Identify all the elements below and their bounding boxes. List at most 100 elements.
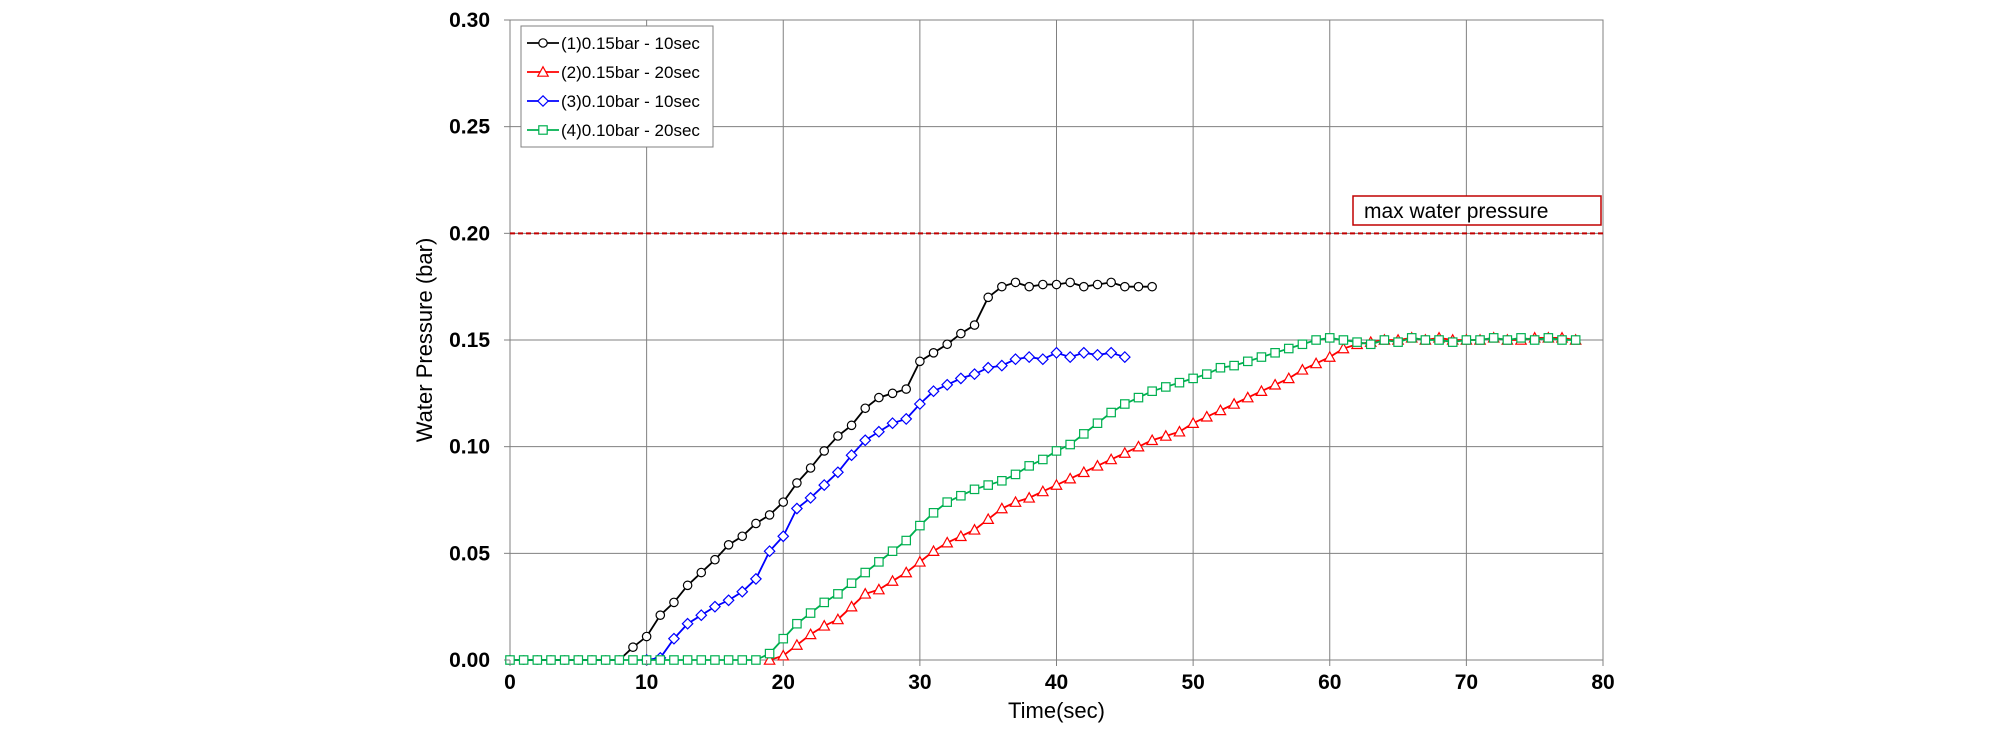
series-4-point [1051, 446, 1062, 456]
series-4-point [559, 655, 570, 665]
series-4-point [737, 655, 748, 665]
series-1-point [669, 597, 679, 608]
series-1-point [1106, 277, 1116, 288]
series-1-point [819, 446, 830, 456]
series-3-point [804, 491, 817, 504]
series-1-point [655, 610, 666, 620]
series-4-point [1283, 343, 1294, 354]
series-4-point [1270, 348, 1280, 358]
series-2-point [1309, 357, 1323, 369]
series-4-point [997, 476, 1007, 486]
legend-entry-3: (3)0.10bar - 10sec [527, 92, 700, 111]
series-4-point [1010, 469, 1021, 480]
series-3-point [995, 359, 1008, 372]
series-3-point [900, 412, 913, 425]
series-2-point [763, 653, 776, 665]
series-4-point [1201, 369, 1212, 379]
series-4-point [969, 484, 980, 495]
series-4-point [1297, 339, 1308, 350]
series-4-point [1529, 335, 1540, 345]
series-1-point [1024, 281, 1034, 292]
series-4-point [1447, 337, 1458, 347]
series-4-point [655, 655, 666, 665]
series-1-point [641, 631, 652, 642]
series-1-point [628, 642, 638, 652]
series-3-point [695, 609, 708, 622]
legend-label: (4)0.10bar - 20sec [561, 121, 700, 140]
series-4-point [628, 655, 638, 665]
series-1-point [860, 403, 871, 414]
series-4-point [1461, 335, 1472, 345]
series-4-point [614, 655, 625, 665]
series-2-point [1132, 440, 1145, 452]
series-4-point [1543, 333, 1554, 343]
series-4-point [1188, 373, 1198, 384]
series-4-point [901, 535, 912, 546]
series-4-point [833, 589, 843, 599]
series-4-point [1406, 333, 1417, 343]
series-4-point [710, 655, 720, 665]
series-2-point [886, 574, 899, 586]
x-axis-title: Time(sec) [1008, 698, 1105, 723]
series-2-point [899, 566, 913, 578]
legend-entry-4: (4)0.10bar - 20sec [527, 121, 700, 140]
series-group [505, 277, 1582, 667]
series-2-point [913, 555, 927, 567]
series-1-point [1010, 277, 1021, 288]
series-3-point [1091, 348, 1104, 361]
series-4-point [805, 608, 816, 618]
series-1-point [1147, 281, 1157, 292]
series-4-point [751, 655, 761, 665]
legend: (1)0.15bar - 10sec (2)0.15bar - 20sec (3)0… [520, 25, 714, 148]
legend-label: (1)0.15bar - 10sec [561, 34, 700, 53]
series-1-point [928, 347, 939, 358]
y-tick-label: 0.15 [449, 329, 490, 352]
series-2-point [777, 649, 790, 661]
series-1-point [805, 463, 816, 473]
series-1-point [846, 420, 857, 431]
series-3-point [968, 368, 981, 381]
series-4-point [1038, 454, 1048, 465]
series-2-point [1050, 478, 1063, 490]
series-1-point [983, 292, 993, 303]
series-4 [505, 333, 1581, 665]
annotation-box [1352, 195, 1602, 226]
series-4-point [1434, 335, 1444, 345]
series-1-point [969, 320, 980, 330]
series-4-point [1120, 399, 1130, 409]
annotation: max water pressure [1352, 195, 1602, 226]
series-4-point [819, 597, 830, 608]
series-2-point [804, 627, 817, 640]
series-3-point [941, 378, 954, 391]
y-axis-title: Water Pressure (bar) [412, 238, 437, 443]
series-4-point [1024, 461, 1034, 471]
series-4-point [1256, 352, 1267, 362]
series-2-point [1036, 485, 1050, 497]
series-3-point [1064, 351, 1077, 364]
series-2-point [1063, 472, 1077, 484]
series-4-point [792, 618, 802, 629]
series-3-point [681, 617, 694, 630]
series-4-point [1557, 335, 1567, 345]
series-1-point [1038, 279, 1048, 290]
series-4-point [1516, 333, 1526, 343]
series-2-point [1337, 342, 1350, 354]
y-tick-label: 0.20 [449, 222, 490, 245]
series-4-point [942, 497, 952, 507]
y-tick-label: 0.10 [449, 436, 490, 459]
series-4-point [860, 567, 871, 578]
series-2-point [859, 587, 872, 599]
series-1-point [997, 281, 1007, 292]
series-3-point [831, 466, 844, 479]
series-2-point [1104, 453, 1118, 465]
series-4-point [1338, 335, 1349, 345]
series-4-point [1420, 335, 1431, 345]
series-4-point [1393, 337, 1403, 347]
x-tick-label: 50 [1181, 671, 1204, 694]
series-4-point [1079, 429, 1089, 439]
series-3-point [954, 372, 967, 385]
series-2-point [1022, 491, 1036, 503]
series-3-point [1105, 346, 1118, 359]
series-1-point [751, 518, 761, 529]
series-3 [640, 346, 1131, 667]
